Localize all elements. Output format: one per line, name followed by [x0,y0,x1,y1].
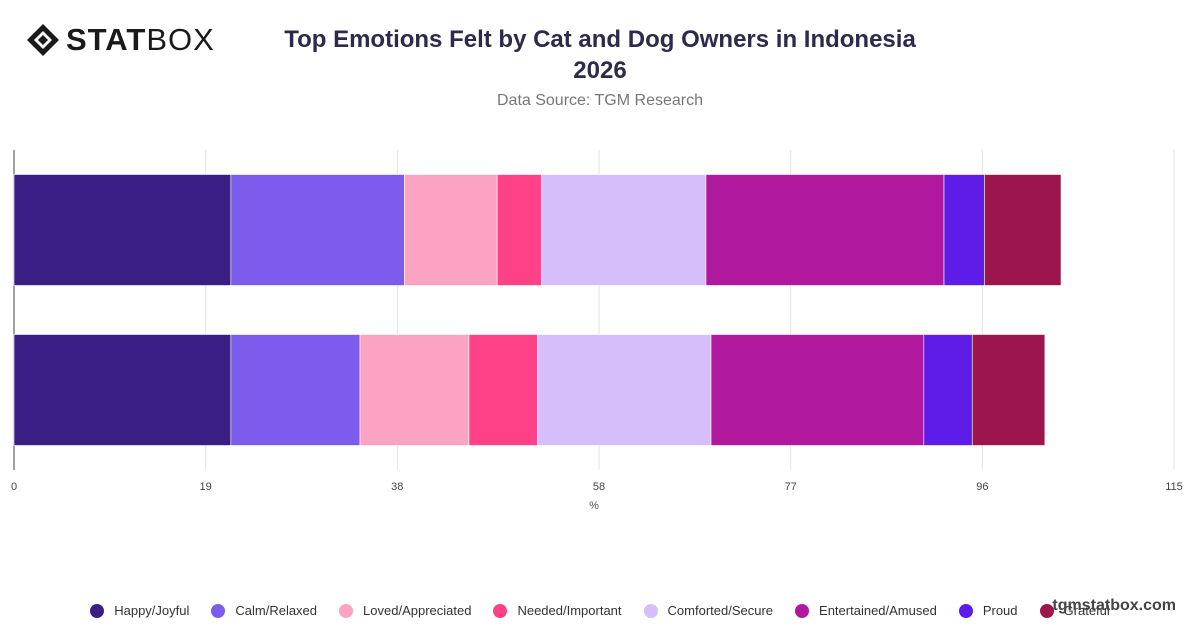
legend-swatch [211,603,226,618]
x-axis-label: % [589,500,599,512]
x-tick-label: 19 [200,481,212,493]
legend-swatch [643,603,658,618]
chart-title-line2: 2026 [573,57,627,84]
bar-segment-calm-relaxed[interactable] [230,174,405,286]
logo-text: STATBOX [66,22,215,58]
x-tick-label: 58 [593,481,605,493]
legend-swatch [795,603,810,618]
legend-label: Calm/Relaxed [235,603,318,618]
logo-text-light: BOX [146,22,215,57]
bar-segment-proud[interactable] [943,174,985,286]
legend-item[interactable]: Needed/Important [493,603,622,618]
legend-item[interactable]: Grateful [1039,603,1110,618]
legend-item[interactable]: Loved/Appreciated [339,603,471,618]
statbox-logo: STATBOX [26,22,215,58]
legend-swatch [90,603,105,618]
legend-label: Proud [982,603,1018,618]
bar-segment-loved-appreciated[interactable] [404,174,498,286]
legend-item[interactable]: Entertained/Amused [795,603,937,618]
bar-segment-grateful[interactable] [971,334,1046,446]
statbox-diamond-icon [27,24,59,56]
logo-text-bold: STAT [66,22,147,57]
x-tick-label: 115 [1165,481,1183,493]
legend-swatch [493,603,508,618]
bar-segment-entertained-amused[interactable] [705,174,945,286]
bar-segment-happy-joyful[interactable] [13,174,232,286]
legend-item[interactable]: Proud [958,603,1018,618]
legend-item[interactable]: Happy/Joyful [90,603,189,618]
bar-segment-proud[interactable] [923,334,973,446]
legend-label: Happy/Joyful [114,603,190,618]
chart-title-line1: Top Emotions Felt by Cat and Dog Owners … [284,26,916,53]
legend-label: Grateful [1063,603,1110,618]
x-tick-label: 0 [11,481,17,493]
watermark: tgmstatbox.com [1052,597,1176,614]
bar-segment-happy-joyful[interactable] [13,334,232,446]
bar-segment-comforted-secure[interactable] [537,334,712,446]
legend-swatch [339,603,354,618]
legend-label: Entertained/Amused [819,603,937,618]
chart-legend: Happy/Joyful Calm/Relaxed Loved/Appreciate… [0,603,1200,618]
x-tick-label: 38 [391,481,403,493]
chart-title: Top Emotions Felt by Cat and Dog Owners … [200,24,1000,86]
bar-segment-needed-important[interactable] [468,334,538,446]
legend-label: Loved/Appreciated [363,603,472,618]
legend-swatch [958,603,973,618]
legend-item[interactable]: Calm/Relaxed [211,603,317,618]
legend-item[interactable]: Comforted/Secure [643,603,774,618]
bar-segment-needed-important[interactable] [496,174,542,286]
bar-segment-entertained-amused[interactable] [710,334,925,446]
bar-segment-calm-relaxed[interactable] [230,334,361,446]
x-tick-label: 96 [976,481,988,493]
bar-segment-comforted-secure[interactable] [541,174,707,286]
chart-subtitle: Data Source: TGM Research [496,92,703,109]
legend-swatch [1039,603,1054,618]
bar-segment-grateful[interactable] [984,174,1062,286]
bar-segment-loved-appreciated[interactable] [359,334,470,446]
legend-label: Comforted/Secure [667,603,774,618]
x-tick-label: 77 [785,481,797,493]
legend-label: Needed/Important [517,603,622,618]
